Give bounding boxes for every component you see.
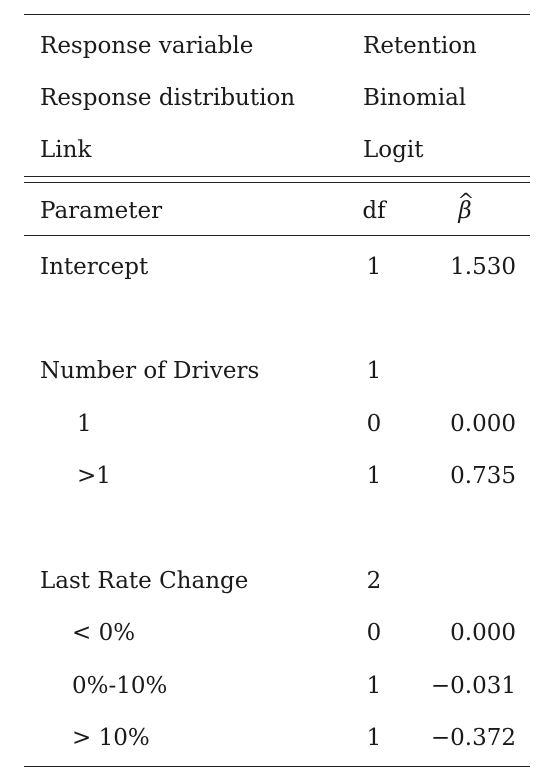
row-df: 1 (366, 725, 382, 751)
row-parameter: Intercept (40, 254, 149, 280)
row-df: 0 (366, 620, 382, 646)
row-df: 0 (366, 411, 382, 437)
row-df: 1 (366, 254, 382, 280)
meta-label: Response variable (40, 33, 254, 59)
top-rule (24, 14, 530, 15)
row-parameter: > 10% (72, 725, 150, 751)
header-df: df (362, 198, 386, 224)
row-parameter: 0%-10% (72, 673, 168, 699)
row-beta: 0.000 (450, 411, 516, 437)
meta-value: Binomial (363, 85, 467, 111)
row-beta: −0.031 (430, 673, 516, 699)
row-df: 2 (366, 568, 382, 594)
row-beta: −0.372 (430, 725, 516, 751)
double-rule-top (24, 176, 530, 177)
bottom-rule (24, 766, 530, 767)
row-parameter: >1 (77, 463, 111, 489)
header-beta-hat: β ^ (440, 188, 490, 226)
row-df: 1 (366, 673, 382, 699)
row-parameter: Last Rate Change (40, 568, 249, 594)
double-rule-bottom (24, 182, 530, 183)
row-beta: 1.530 (450, 254, 516, 280)
row-parameter: Number of Drivers (40, 358, 260, 384)
row-beta: 0.735 (450, 463, 516, 489)
row-beta: 0.000 (450, 620, 516, 646)
meta-label: Link (40, 137, 92, 163)
header-rule (24, 235, 530, 236)
meta-value: Logit (363, 137, 424, 163)
row-df: 1 (366, 463, 382, 489)
meta-value: Retention (363, 33, 477, 59)
meta-label: Response distribution (40, 85, 296, 111)
beta-symbol: β (458, 198, 472, 224)
row-parameter: 1 (77, 411, 92, 437)
row-parameter: < 0% (72, 620, 136, 646)
hat-accent: ^ (457, 188, 475, 212)
header-parameter: Parameter (40, 198, 163, 224)
row-df: 1 (366, 358, 382, 384)
